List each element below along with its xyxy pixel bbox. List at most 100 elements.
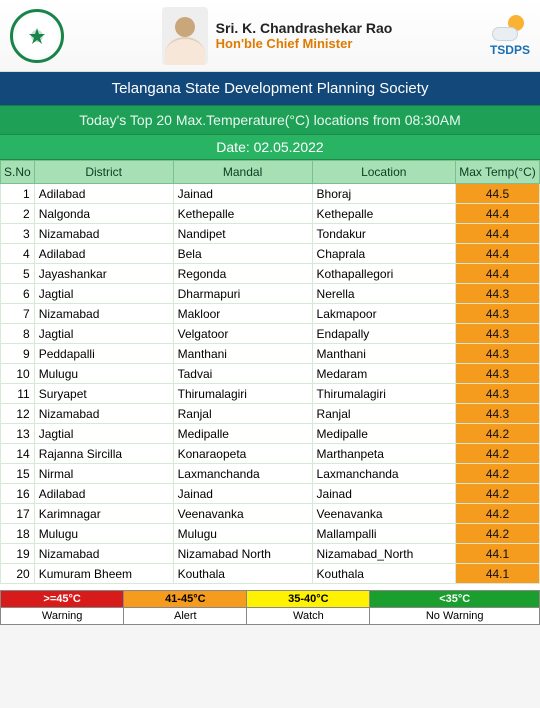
cell-mandal: Laxmanchanda — [173, 464, 312, 484]
legend-label: Alert — [124, 608, 247, 625]
cm-name: Sri. K. Chandrashekar Rao — [216, 20, 393, 36]
cell-sno: 19 — [1, 544, 35, 564]
cell-temp: 44.3 — [456, 284, 540, 304]
cell-district: Jagtial — [34, 324, 173, 344]
cell-location: Jainad — [312, 484, 455, 504]
cell-sno: 4 — [1, 244, 35, 264]
header: Sri. K. Chandrashekar Rao Hon'ble Chief … — [0, 0, 540, 72]
cell-mandal: Medipalle — [173, 424, 312, 444]
date-banner: Date: 02.05.2022 — [0, 134, 540, 160]
cell-mandal: Ranjal — [173, 404, 312, 424]
cell-district: Mulugu — [34, 364, 173, 384]
cell-temp: 44.3 — [456, 404, 540, 424]
cell-district: Nizamabad — [34, 544, 173, 564]
legend-range: >=45°C — [1, 591, 124, 608]
cell-district: Nizamabad — [34, 224, 173, 244]
cell-mandal: Dharmapuri — [173, 284, 312, 304]
legend-table: >=45°C41-45°C35-40°C<35°C WarningAlertWa… — [0, 590, 540, 625]
table-row: 18MuluguMuluguMallampalli44.2 — [1, 524, 540, 544]
cell-sno: 7 — [1, 304, 35, 324]
cell-district: Adilabad — [34, 244, 173, 264]
col-header: Mandal — [173, 161, 312, 184]
col-header: Max Temp(°C) — [456, 161, 540, 184]
cell-sno: 13 — [1, 424, 35, 444]
cell-district: Nizamabad — [34, 304, 173, 324]
table-row: 9PeddapalliManthaniManthani44.3 — [1, 344, 540, 364]
table-head: S.NoDistrictMandalLocationMax Temp(°C) — [1, 161, 540, 184]
cell-sno: 14 — [1, 444, 35, 464]
legend-label: No Warning — [370, 608, 540, 625]
cell-sno: 20 — [1, 564, 35, 584]
table-row: 20Kumuram BheemKouthalaKouthala44.1 — [1, 564, 540, 584]
cell-location: Tondakur — [312, 224, 455, 244]
table-row: 8JagtialVelgatoorEndapally44.3 — [1, 324, 540, 344]
cell-temp: 44.4 — [456, 244, 540, 264]
cell-district: Jagtial — [34, 424, 173, 444]
cell-mandal: Kouthala — [173, 564, 312, 584]
cell-sno: 18 — [1, 524, 35, 544]
legend-range: 35-40°C — [247, 591, 370, 608]
cell-location: Veenavanka — [312, 504, 455, 524]
cell-sno: 9 — [1, 344, 35, 364]
cell-temp: 44.4 — [456, 224, 540, 244]
org-banner: Telangana State Development Planning Soc… — [0, 72, 540, 105]
cell-location: Medaram — [312, 364, 455, 384]
cell-location: Medipalle — [312, 424, 455, 444]
cell-district: Adilabad — [34, 484, 173, 504]
cell-location: Chaprala — [312, 244, 455, 264]
cm-title: Hon'ble Chief Minister — [216, 36, 393, 51]
cm-photo-icon — [162, 7, 208, 65]
cell-sno: 6 — [1, 284, 35, 304]
cell-temp: 44.2 — [456, 484, 540, 504]
cell-mandal: Mulugu — [173, 524, 312, 544]
cell-temp: 44.5 — [456, 184, 540, 204]
cell-mandal: Thirumalagiri — [173, 384, 312, 404]
table-row: 1AdilabadJainadBhoraj44.5 — [1, 184, 540, 204]
cm-text: Sri. K. Chandrashekar Rao Hon'ble Chief … — [216, 20, 393, 51]
cell-sno: 1 — [1, 184, 35, 204]
table-row: 12NizamabadRanjalRanjal44.3 — [1, 404, 540, 424]
table-body: 1AdilabadJainadBhoraj44.52NalgondaKethep… — [1, 184, 540, 584]
cell-district: Jagtial — [34, 284, 173, 304]
cell-temp: 44.3 — [456, 324, 540, 344]
col-header: District — [34, 161, 173, 184]
cell-location: Kethepalle — [312, 204, 455, 224]
logo-text: TSDPS — [490, 43, 530, 57]
cell-district: Suryapet — [34, 384, 173, 404]
cell-temp: 44.3 — [456, 384, 540, 404]
cell-location: Ranjal — [312, 404, 455, 424]
table-row: 5JayashankarRegondaKothapallegori44.4 — [1, 264, 540, 284]
table-row: 7NizamabadMakloorLakmapoor44.3 — [1, 304, 540, 324]
cell-mandal: Tadvai — [173, 364, 312, 384]
cell-sno: 3 — [1, 224, 35, 244]
cell-sno: 11 — [1, 384, 35, 404]
cell-sno: 2 — [1, 204, 35, 224]
cell-mandal: Manthani — [173, 344, 312, 364]
cell-sno: 10 — [1, 364, 35, 384]
cell-district: Adilabad — [34, 184, 173, 204]
cell-sno: 15 — [1, 464, 35, 484]
table-row: 6JagtialDharmapuriNerella44.3 — [1, 284, 540, 304]
cell-temp: 44.1 — [456, 544, 540, 564]
cell-district: Jayashankar — [34, 264, 173, 284]
cell-district: Nizamabad — [34, 404, 173, 424]
table-row: 13JagtialMedipalleMedipalle44.2 — [1, 424, 540, 444]
cell-district: Mulugu — [34, 524, 173, 544]
cell-mandal: Jainad — [173, 184, 312, 204]
table-row: 17KarimnagarVeenavankaVeenavanka44.2 — [1, 504, 540, 524]
cell-mandal: Konaraopeta — [173, 444, 312, 464]
cell-sno: 5 — [1, 264, 35, 284]
table-row: 4AdilabadBelaChaprala44.4 — [1, 244, 540, 264]
cell-location: Endapally — [312, 324, 455, 344]
tsdps-logo: TSDPS — [490, 15, 530, 57]
cell-sno: 16 — [1, 484, 35, 504]
cell-mandal: Nizamabad North — [173, 544, 312, 564]
cell-temp: 44.3 — [456, 304, 540, 324]
legend-label: Warning — [1, 608, 124, 625]
table-row: 2NalgondaKethepalleKethepalle44.4 — [1, 204, 540, 224]
cell-temp: 44.3 — [456, 364, 540, 384]
cell-temp: 44.2 — [456, 524, 540, 544]
cell-location: Laxmanchanda — [312, 464, 455, 484]
cell-mandal: Regonda — [173, 264, 312, 284]
page: Sri. K. Chandrashekar Rao Hon'ble Chief … — [0, 0, 540, 625]
